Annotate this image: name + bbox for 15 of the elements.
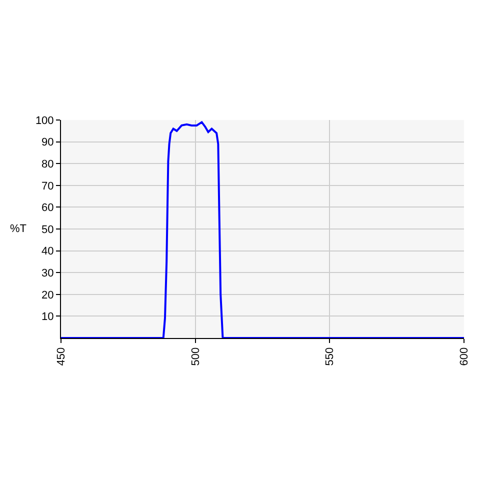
y-tick-label: 30 [42, 267, 54, 280]
x-tick-label: 550 [324, 347, 336, 366]
y-tick-label: 60 [42, 202, 54, 214]
y-tick-label: 50 [42, 224, 54, 236]
y-tick-label: 20 [42, 289, 54, 302]
y-tick-label: 10 [42, 311, 54, 324]
y-tick-label: 40 [42, 246, 54, 258]
y-tick-label: 70 [42, 180, 54, 192]
y-axis-title: %T [10, 223, 27, 235]
y-tick-label: 90 [42, 136, 54, 149]
y-tick-label: 80 [42, 158, 54, 170]
x-tick-label: 450 [56, 347, 68, 366]
y-tick-label: 100 [35, 114, 54, 127]
x-tick-label: 600 [458, 347, 471, 366]
x-tick-label: 500 [190, 347, 202, 366]
